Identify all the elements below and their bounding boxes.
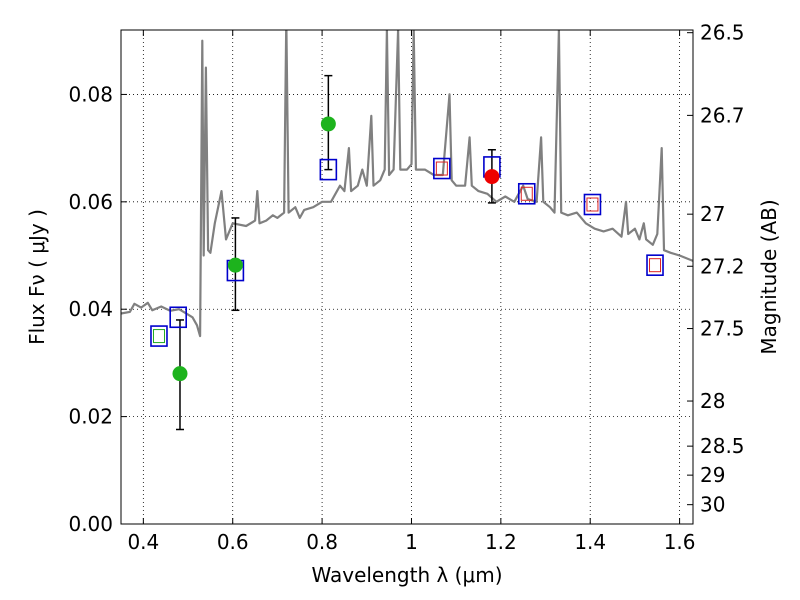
right-tick-label: 26.7 [700,103,745,127]
x-tick-label: 0.4 [127,530,159,554]
model-photometry-inner-box [520,186,533,201]
x-tick-label: 1.2 [485,530,517,554]
y-axis-ticks: 0.00 0.02 0.04 0.06 0.08 [68,82,127,536]
observed-flux-point [172,366,188,382]
y-tick-label: 0.08 [68,82,113,106]
y-tick-label: 0.00 [68,512,113,536]
model-photometry-box [150,325,168,347]
right-tick-label: 30 [700,493,725,517]
x-tick-label: 0.6 [217,530,249,554]
x-axis-label: Wavelength λ (μm) [311,563,502,587]
highlighted-flux-point [484,169,500,185]
model-photometry-boxes [150,156,664,347]
y-tick-label: 0.06 [68,190,113,214]
x-tick-label: 1.6 [664,530,696,554]
x-tick-label: 1.4 [574,530,606,554]
model-photometry-box [646,254,664,276]
model-photometry-box [517,182,536,205]
observed-points [172,116,500,382]
model-photometry-box [583,193,602,216]
right-tick-label: 27 [700,202,725,226]
y-tick-label: 0.04 [68,297,113,321]
right-axis-ticks: 26.5 26.7 27 27.2 27.5 28 28.5 29 30 [687,21,745,517]
observed-flux-point [227,257,243,273]
plot-frame [120,29,694,525]
error-bars [175,74,496,431]
model-photometry-box [169,306,187,329]
observed-flux-point [320,116,336,132]
model-spectrum-line [121,30,693,338]
model-photometry-inner-box [152,329,165,344]
right-tick-label: 27.2 [700,254,745,278]
x-tick-label: 1 [405,530,418,554]
right-tick-label: 29 [700,463,725,487]
y-axis-label: Flux Fν ( μJy ) [25,209,49,345]
right-tick-label: 27.5 [700,317,745,341]
x-axis-ticks: 0.4 0.6 0.8 1 1.2 1.4 1.6 [127,30,696,554]
model-photometry-inner-box [649,258,662,273]
right-tick-label: 28.5 [700,434,745,458]
right-tick-label: 26.5 [700,21,745,45]
model-photometry-box [319,158,338,181]
model-spectrum [121,30,693,338]
right-tick-label: 28 [700,389,725,413]
model-photometry-box [433,157,451,180]
x-tick-label: 0.8 [306,530,338,554]
model-photometry-inner-box [435,161,448,176]
right-axis-label: Magnitude (AB) [757,199,781,354]
y-tick-label: 0.02 [68,405,113,429]
model-photometry-inner-box [586,197,599,212]
